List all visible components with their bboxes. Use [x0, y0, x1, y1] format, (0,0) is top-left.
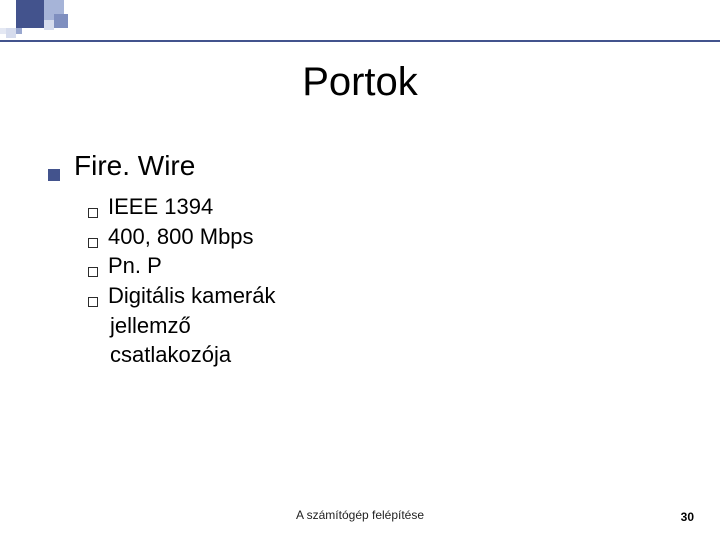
- footer-text: A számítógép felépítése: [0, 508, 720, 522]
- bullet-hollow-icon: [88, 297, 98, 307]
- bullet-filled-icon: [48, 169, 60, 181]
- slide: Portok Fire. Wire IEEE 1394 400, 800 Mbp…: [0, 0, 720, 540]
- deco-square: [44, 20, 54, 30]
- list-item-lvl2: Pn. P: [88, 251, 648, 281]
- lvl2-label: IEEE 1394: [108, 192, 213, 222]
- divider: [0, 40, 720, 42]
- deco-square: [16, 28, 22, 34]
- deco-square: [54, 14, 68, 28]
- slide-title: Portok: [0, 60, 720, 105]
- lvl2-label: Pn. P: [108, 251, 162, 281]
- bullet-hollow-icon: [88, 238, 98, 248]
- page-number: 30: [681, 510, 694, 524]
- list-item-lvl2: 400, 800 Mbps: [88, 222, 648, 252]
- deco-square: [0, 28, 6, 34]
- deco-square: [16, 0, 44, 28]
- list-item-lvl2: Digitális kamerák: [88, 281, 648, 311]
- list-lvl2: IEEE 1394 400, 800 Mbps Pn. P Digitális …: [88, 192, 648, 370]
- lvl2-continuation: csatlakozója: [110, 340, 648, 370]
- lvl2-label: 400, 800 Mbps: [108, 222, 254, 252]
- slide-body: Fire. Wire IEEE 1394 400, 800 Mbps Pn. P…: [48, 150, 648, 370]
- bullet-hollow-icon: [88, 208, 98, 218]
- list-item-lvl1: Fire. Wire: [48, 150, 648, 182]
- list-item-lvl2: IEEE 1394: [88, 192, 648, 222]
- deco-square: [6, 28, 16, 38]
- lvl2-label: Digitális kamerák: [108, 281, 276, 311]
- bullet-hollow-icon: [88, 267, 98, 277]
- lvl1-label: Fire. Wire: [74, 150, 195, 182]
- lvl2-continuation: jellemző: [110, 311, 648, 341]
